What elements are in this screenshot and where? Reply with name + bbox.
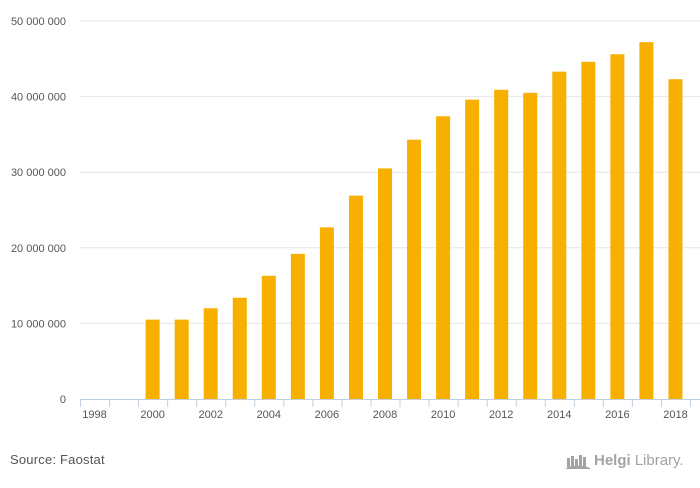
bar-2014 [552,71,567,399]
x-axis [80,399,700,407]
bar-2016 [610,54,625,399]
x-axis-ticks: 1998 2000 2002 2004 2006 2008 2010 2012 2014 2016… [82,409,687,421]
bar-2004 [261,275,276,399]
y-tick-label: 0 [60,394,66,406]
bar-2005 [290,253,305,399]
bar-2012 [494,89,509,400]
y-tick-label: 30 000 000 [11,167,66,179]
y-tick-label: 50 000 000 [11,16,66,28]
source-label: Source: Faostat [10,452,105,467]
x-tick-label: 2010 [431,409,455,421]
x-tick-label: 2016 [605,409,629,421]
brand-name-bold: Helgi [594,451,631,469]
x-tick-label: 2004 [257,409,281,421]
bar-2013 [523,92,538,399]
x-tick-label: 2006 [315,409,339,421]
x-tick-label: 2014 [547,409,571,421]
y-axis-ticks: 0 10 000 000 20 000 000 30 000 000 40 000 00… [11,16,66,406]
bar-2006 [319,227,334,399]
bar-2010 [436,116,451,400]
bar-2007 [348,195,363,399]
bar-2017 [639,42,654,399]
y-tick-label: 20 000 000 [11,243,66,255]
brand-name-light: Library. [634,451,684,469]
x-tick-label: 2000 [140,409,164,421]
bar-2001 [174,319,189,399]
bar-2011 [465,99,480,400]
x-tick-label: 2018 [663,409,687,421]
bars [145,42,683,400]
bar-2003 [232,297,247,399]
helgi-library-logo-icon [566,455,590,469]
x-tick-label: 2012 [489,409,513,421]
x-tick-label: 2002 [198,409,222,421]
bar-2015 [581,61,596,399]
x-tick-label: 2008 [373,409,397,421]
bar-2009 [407,139,422,399]
brand-logo[interactable]: Helgi Library. [566,449,684,471]
x-tick-label: 1998 [82,409,106,421]
bar-2008 [378,168,392,399]
bar-2000 [145,319,160,399]
bar-2002 [203,308,218,399]
y-tick-label: 10 000 000 [11,318,66,330]
y-tick-label: 40 000 000 [11,92,66,104]
bar-2018 [668,79,683,399]
